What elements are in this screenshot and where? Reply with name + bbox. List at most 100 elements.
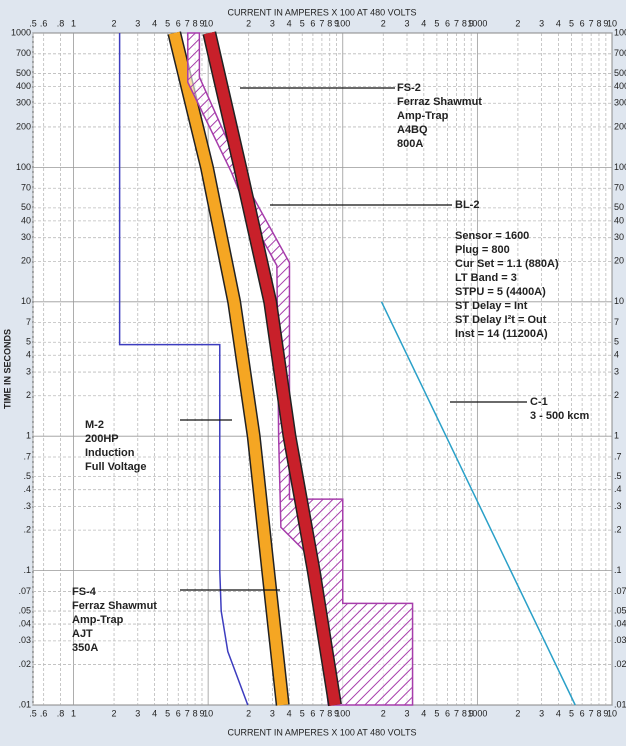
y-tick-label-right: 10 (614, 296, 624, 306)
x-tick-label-top: 3 (270, 18, 275, 28)
x-tick-label: 9 (334, 708, 339, 718)
x-tick-label: 7 (185, 708, 190, 718)
x-tick-label-top: .5 (29, 18, 37, 28)
y-tick-label: 500 (16, 68, 31, 78)
x-tick-label-top: .6 (40, 18, 48, 28)
annotation: 800A (397, 138, 423, 150)
x-tick-label: 8 (462, 708, 467, 718)
y-tick-label-right: .02 (614, 659, 626, 669)
x-tick-label-top: 8 (596, 18, 601, 28)
y-tick-label: 5 (26, 337, 31, 347)
y-tick-label: 300 (16, 98, 31, 108)
x-tick-label-top: 9 (199, 18, 204, 28)
x-tick-label-top: 2 (515, 18, 520, 28)
y-tick-label: .5 (23, 471, 31, 481)
annotation: ST Delay = Int (455, 300, 528, 312)
y-tick-label: 200 (16, 121, 31, 131)
y-tick-label-right: .2 (614, 525, 622, 535)
y-tick-label-right: .05 (614, 605, 626, 615)
x-tick-label-top: 9 (469, 18, 474, 28)
annotation: Sensor = 1600 (455, 230, 529, 242)
x-tick-label: 10 (607, 708, 617, 718)
y-tick-label-right: 700 (614, 48, 626, 58)
annotation: A4BQ (397, 124, 428, 136)
x-tick-label-top: 2 (381, 18, 386, 28)
x-tick-label-top: 5 (434, 18, 439, 28)
x-tick-label-top: 5 (300, 18, 305, 28)
x-tick-label-top: 9 (334, 18, 339, 28)
annotation: Full Voltage (85, 461, 147, 473)
y-tick-label-right: .7 (614, 451, 622, 461)
y-tick-label-right: .4 (614, 484, 622, 494)
x-tick-label: 1000 (467, 708, 487, 718)
x-tick-label-top: .8 (57, 18, 65, 28)
x-tick-label: 100 (335, 708, 350, 718)
annotation: 350A (72, 642, 98, 654)
annotation: Ferraz Shawmut (397, 96, 482, 108)
y-tick-label-right: 70 (614, 183, 624, 193)
x-tick-label: 1 (71, 708, 76, 718)
x-tick-label: 7 (319, 708, 324, 718)
x-tick-label: 4 (152, 708, 157, 718)
x-tick-label: 5 (300, 708, 305, 718)
y-tick-label-right: .3 (614, 501, 622, 511)
x-axis-title: CURRENT IN AMPERES X 100 AT 480 VOLTS (228, 727, 417, 737)
x-tick-label: 6 (310, 708, 315, 718)
y-tick-label-right: .5 (614, 471, 622, 481)
y-tick-label: .3 (23, 501, 31, 511)
y-tick-label-right: 50 (614, 202, 624, 212)
y-tick-label: 1 (26, 431, 31, 441)
x-tick-label-top: 6 (445, 18, 450, 28)
y-tick-label-right: 20 (614, 256, 624, 266)
x-tick-label: 9 (199, 708, 204, 718)
y-tick-label: 4 (26, 350, 31, 360)
x-tick-label-top: 7 (185, 18, 190, 28)
x-tick-label-top: 100 (335, 18, 350, 28)
y-tick-label: .7 (23, 451, 31, 461)
y-tick-label-right: 3 (614, 366, 619, 376)
x-tick-label: 6 (176, 708, 181, 718)
x-tick-label-top: 6 (310, 18, 315, 28)
x-tick-label-top: 1 (71, 18, 76, 28)
x-tick-label: 2 (246, 708, 251, 718)
y-tick-label: .4 (23, 484, 31, 494)
x-tick-label-top: 4 (287, 18, 292, 28)
y-tick-label: .07 (18, 586, 31, 596)
x-tick-label: 6 (445, 708, 450, 718)
annotation: Amp-Trap (397, 110, 449, 122)
y-tick-label: 70 (21, 183, 31, 193)
x-tick-label: 10 (203, 708, 213, 718)
x-tick-label: 5 (434, 708, 439, 718)
annotation: Ferraz Shawmut (72, 600, 157, 612)
y-tick-label: 50 (21, 202, 31, 212)
annotation: Inst = 14 (11200A) (455, 328, 548, 340)
x-tick-label: .6 (40, 708, 48, 718)
y-tick-label: .02 (18, 659, 31, 669)
y-tick-label-right: 300 (614, 98, 626, 108)
x-tick-label-top: 2 (246, 18, 251, 28)
y-tick-label-right: .1 (614, 565, 622, 575)
y-tick-label: 7 (26, 317, 31, 327)
x-tick-label: .5 (29, 708, 37, 718)
x-tick-label-top: 1000 (467, 18, 487, 28)
y-tick-label-right: .04 (614, 618, 626, 628)
x-tick-label: 3 (270, 708, 275, 718)
x-tick-label: 8 (327, 708, 332, 718)
y-tick-label: .2 (23, 525, 31, 535)
x-tick-label: 6 (580, 708, 585, 718)
x-tick-label: .8 (57, 708, 65, 718)
annotation: AJT (72, 628, 93, 640)
y-tick-label-right: .01 (614, 699, 626, 709)
y-tick-label-right: .03 (614, 635, 626, 645)
y-tick-label: 3 (26, 366, 31, 376)
annotation: M-2 (85, 419, 104, 431)
y-tick-label: .1 (23, 565, 31, 575)
x-tick-label-top: 7 (454, 18, 459, 28)
x-tick-label-top: 5 (165, 18, 170, 28)
annotation: Plug = 800 (455, 244, 510, 256)
y-tick-label-right: 1 (614, 431, 619, 441)
y-tick-label: 40 (21, 215, 31, 225)
x-tick-label: 8 (193, 708, 198, 718)
x-tick-label-top: 6 (580, 18, 585, 28)
